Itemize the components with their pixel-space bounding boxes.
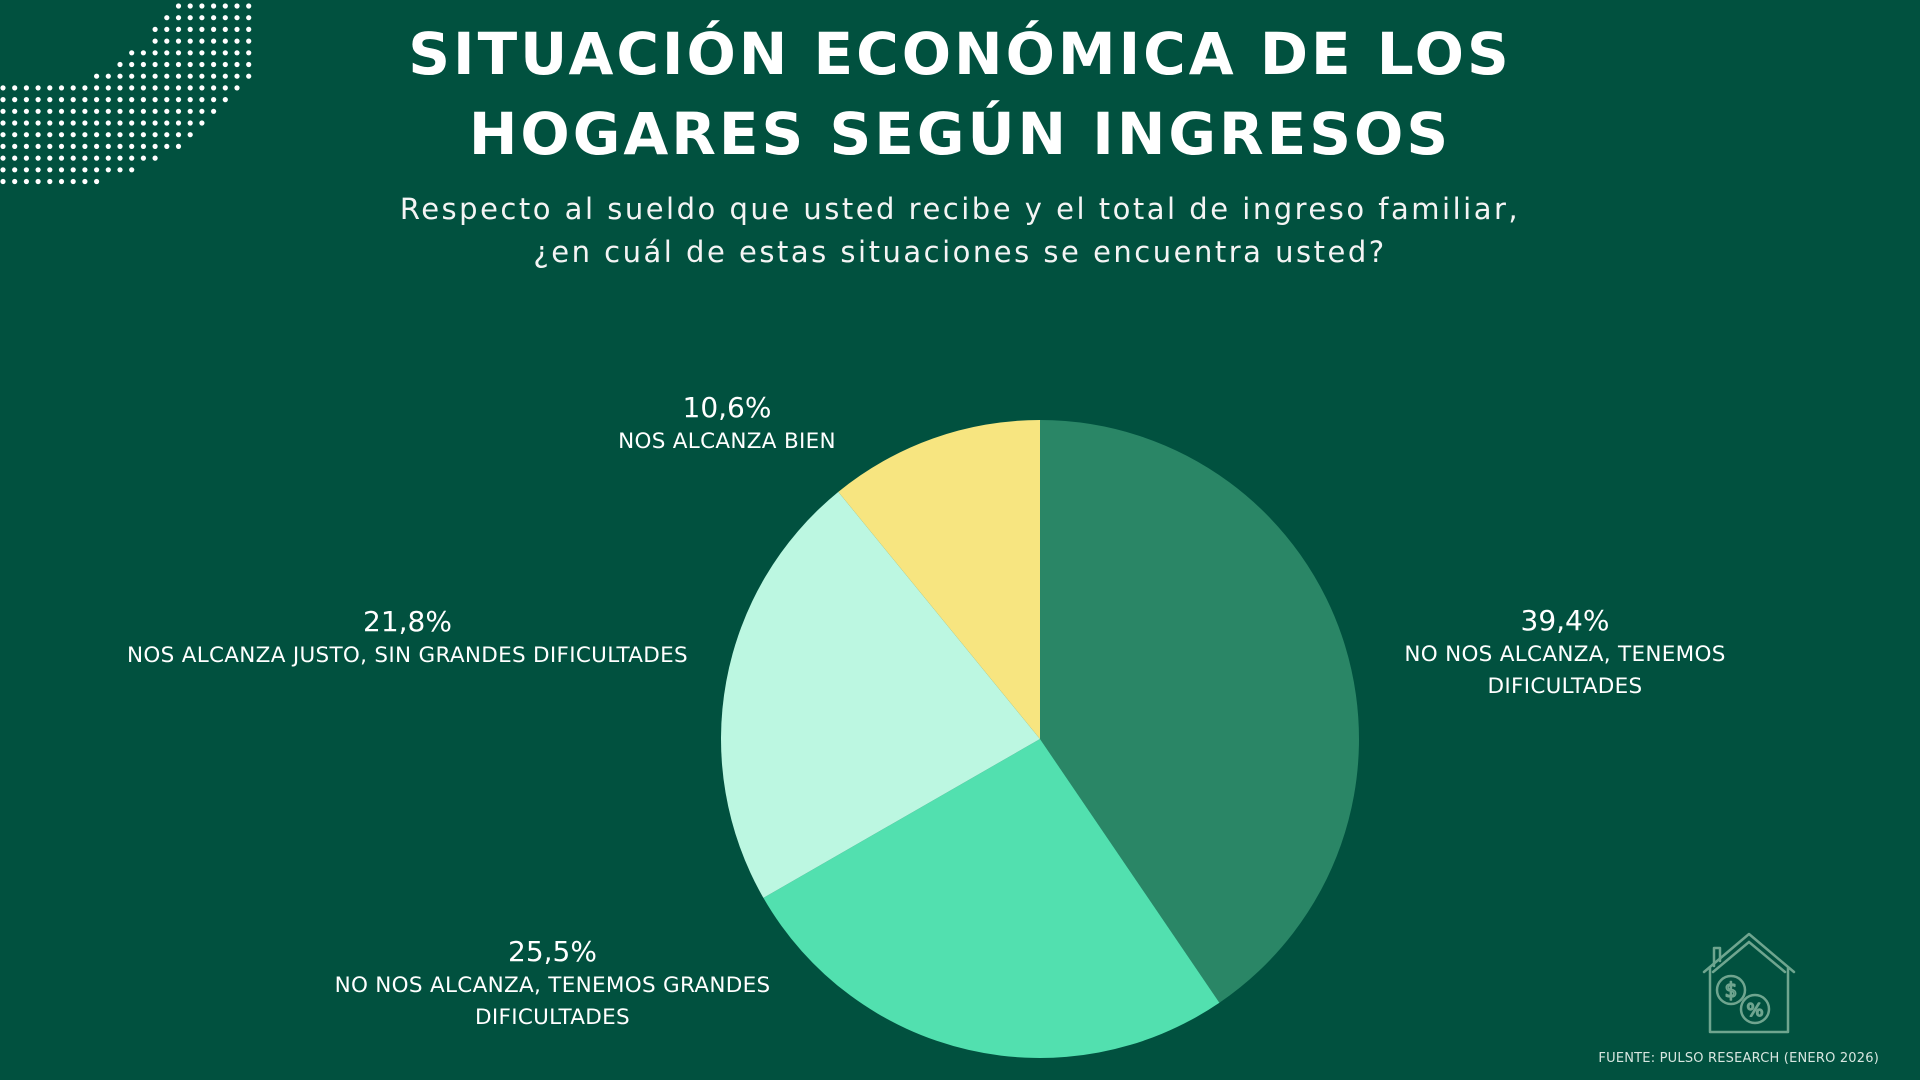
slice-percent: 25,5% bbox=[508, 935, 597, 968]
slice-percent: 21,8% bbox=[363, 605, 452, 638]
label-alcanza-justo: 21,8% NOS ALCANZA JUSTO, SIN GRANDES DIF… bbox=[80, 604, 735, 672]
source-note: FUENTE: PULSO RESEARCH (ENERO 2026) bbox=[1598, 1051, 1879, 1066]
label-alcanza-bien: 10,6% NOS ALCANZA BIEN bbox=[577, 390, 877, 458]
title-line-1: SITUACIÓN ECONÓMICA DE LOS bbox=[408, 20, 1512, 88]
slice-percent: 10,6% bbox=[682, 391, 772, 424]
pie-slice-no-alcanza-grandes-dificultades bbox=[763, 739, 1220, 1058]
subtitle-line-2: ¿en cuál de estas situaciones se encuent… bbox=[533, 235, 1387, 269]
label-no-alcanza-dificultades: 39,4% NO NOS ALCANZA, TENEMOS DIFICULTAD… bbox=[1380, 603, 1750, 703]
page-title: SITUACIÓN ECONÓMICA DE LOS HOGARES SEGÚN… bbox=[0, 14, 1920, 174]
pie-slice-alcanza-justo bbox=[721, 491, 1040, 898]
slice-category: NOS ALCANZA JUSTO, SIN GRANDES DIFICULTA… bbox=[127, 643, 688, 668]
svg-text:$: $ bbox=[1725, 978, 1738, 1002]
title-line-2: HOGARES SEGÚN INGRESOS bbox=[468, 100, 1452, 168]
dotted-arc-decoration bbox=[0, 3, 252, 185]
svg-text:%: % bbox=[1746, 1000, 1763, 1021]
slice-category: NOS ALCANZA BIEN bbox=[618, 429, 836, 454]
subtitle-line-1: Respecto al sueldo que usted recibe y el… bbox=[399, 192, 1521, 226]
pie-slice-no-alcanza-dificultades bbox=[1040, 420, 1359, 1003]
slice-percent: 39,4% bbox=[1520, 604, 1610, 637]
house-dollar-percent-icon: $ % bbox=[1702, 932, 1796, 1034]
slice-category: NO NOS ALCANZA, TENEMOS GRANDES DIFICULT… bbox=[334, 973, 771, 1030]
pie-slice-alcanza-bien bbox=[838, 420, 1040, 739]
slice-category: NO NOS ALCANZA, TENEMOS DIFICULTADES bbox=[1404, 642, 1726, 699]
survey-question: Respecto al sueldo que usted recibe y el… bbox=[0, 188, 1920, 274]
label-no-alcanza-grandes-dificultades: 25,5% NO NOS ALCANZA, TENEMOS GRANDES DI… bbox=[305, 934, 800, 1034]
